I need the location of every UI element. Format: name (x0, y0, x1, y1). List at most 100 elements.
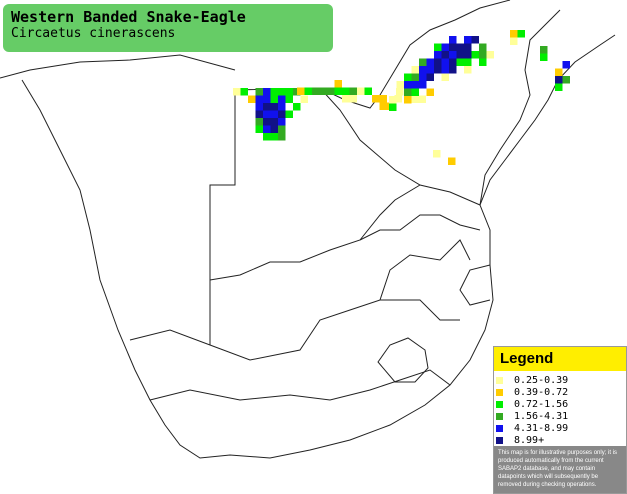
grid-cell (396, 81, 404, 89)
grid-cell (278, 118, 286, 126)
title: Western Banded Snake-Eagle (11, 8, 246, 26)
grid-cell (278, 103, 286, 111)
border (149, 369, 451, 401)
border (129, 299, 460, 361)
grid-cell (434, 58, 442, 66)
grid-cell (479, 58, 487, 66)
lesotho (377, 337, 429, 383)
grid-cell (263, 110, 271, 118)
grid-cell (419, 66, 427, 74)
grid-cell (278, 88, 286, 96)
grid-cell (255, 118, 263, 126)
legend-label: 1.56-4.31 (514, 411, 569, 422)
grid-cell (270, 88, 278, 96)
grid-cell (434, 66, 442, 74)
grid-cell (255, 110, 263, 118)
legend-swatch (496, 437, 503, 444)
grid-cell (334, 87, 342, 95)
legend-label: 4.31-8.99 (514, 423, 569, 434)
grid-cell (464, 36, 472, 44)
grid-cell (404, 81, 412, 89)
legend-swatch (496, 377, 503, 384)
grid-cell (300, 95, 308, 103)
grid-cell (404, 88, 412, 96)
grid-cell (517, 30, 525, 38)
grid-cell (389, 103, 397, 111)
grid-cell (263, 95, 271, 103)
grid-cell (449, 58, 457, 66)
grid-cell (263, 133, 271, 141)
border (479, 9, 561, 206)
coastline (0, 34, 616, 459)
legend-label: 0.25-0.39 (514, 375, 569, 386)
grid-cell (270, 110, 278, 118)
grid-cell (441, 43, 449, 51)
grid-cell (357, 87, 365, 95)
grid-cell (464, 66, 472, 74)
grid-cell (555, 83, 563, 91)
disclaimer: This map is for illustrative purposes on… (494, 446, 626, 493)
grid-cell (419, 81, 427, 89)
grid-cell (471, 36, 479, 44)
grid-cell (434, 51, 442, 59)
grid-cell (379, 102, 387, 110)
grid-cell (441, 51, 449, 59)
grid-cell (297, 87, 305, 95)
grid-cell (349, 95, 357, 103)
grid-cell (342, 95, 350, 103)
grid-cell (240, 88, 248, 96)
grid-cell (464, 43, 472, 51)
grid-cell (255, 95, 263, 103)
grid-cell (327, 87, 335, 95)
grid-cell (255, 88, 263, 96)
subtitle: Circaetus cinerascens (11, 26, 176, 41)
grid-cell (319, 87, 327, 95)
grid-cell (342, 87, 350, 95)
grid-cell (479, 51, 487, 59)
grid-cell (263, 88, 271, 96)
grid-cell (293, 103, 301, 111)
grid-cell (411, 95, 419, 103)
grid-cell (449, 51, 457, 59)
legend-title: Legend (494, 347, 626, 371)
grid-cell (270, 118, 278, 126)
grid-cell (441, 58, 449, 66)
grid-cell (433, 150, 441, 158)
grid-cell (411, 73, 419, 81)
grid-cell (255, 125, 263, 133)
legend-swatch (496, 425, 503, 432)
border (379, 239, 471, 301)
grid-cell (270, 103, 278, 111)
legend-item: 4.31-8.99 (494, 423, 626, 435)
grid-cell (441, 73, 449, 81)
legend-item: 8.99+ (494, 435, 626, 447)
grid-cell (464, 51, 472, 59)
grid-cell (456, 51, 464, 59)
grid-cell (263, 118, 271, 126)
grid-cell (263, 125, 271, 133)
legend-label: 8.99+ (514, 435, 545, 446)
grid-cell (419, 73, 427, 81)
grid-cell (419, 58, 427, 66)
grid-cell (562, 76, 570, 84)
grid-cell (426, 58, 434, 66)
grid-cell (396, 88, 404, 96)
grid-cell (255, 103, 263, 111)
grid-cell (379, 95, 387, 103)
grid-cell (312, 87, 320, 95)
legend-swatch (496, 389, 503, 396)
legend-items: 0.25-0.39 0.39-0.72 0.72-1.56 1.56-4.31 4.31… (494, 371, 626, 447)
grid-cell (540, 46, 548, 54)
grid-cell (411, 81, 419, 89)
grid-cell (248, 95, 256, 103)
grid-cell (426, 66, 434, 74)
legend-item: 0.72-1.56 (494, 399, 626, 411)
grid-cell (285, 88, 293, 96)
grid-cell (456, 43, 464, 51)
grid-cell (372, 95, 380, 103)
grid-cell (389, 96, 397, 104)
grid-cell (411, 88, 419, 96)
grid-cell (479, 43, 487, 51)
